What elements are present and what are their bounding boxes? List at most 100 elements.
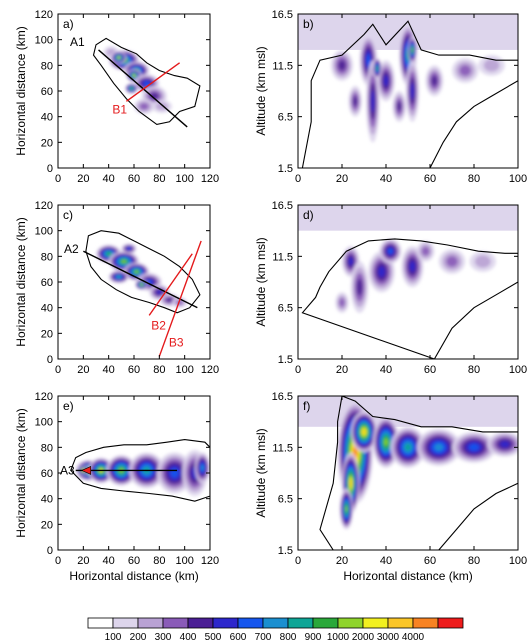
x-tick-label: 0 <box>295 173 301 185</box>
panel-e: 0 20 40 60 80 100 120020406080100120Horizontal… <box>14 391 219 583</box>
reflectivity-cell <box>376 66 378 71</box>
x-tick-label: 120 <box>201 173 219 185</box>
reflectivity-cell <box>353 96 358 107</box>
reflectivity-cell <box>200 464 204 471</box>
x-tick-label: 20 <box>336 173 348 185</box>
colorbar-label: 600 <box>230 632 247 641</box>
x-tick-label: 100 <box>509 173 527 185</box>
colorbar-label: 800 <box>280 632 297 641</box>
reflectivity-cell <box>127 247 131 250</box>
y-tick-label: 80 <box>41 60 53 72</box>
y-tick-label: 20 <box>41 137 53 149</box>
colorbar-segment <box>212 617 239 629</box>
plot-area <box>298 396 518 550</box>
y-axis-label: Altitude (km msl) <box>254 428 268 517</box>
reflectivity-cell <box>384 438 388 446</box>
y-tick-label: 16.5 <box>272 9 293 21</box>
reflectivity-cell <box>338 60 346 71</box>
plot-area <box>298 205 518 359</box>
x-tick-label: 80 <box>468 173 480 185</box>
reflectivity-cell <box>106 252 111 256</box>
reflectivity-cell <box>117 56 120 59</box>
y-tick-label: 120 <box>35 200 53 212</box>
colorbar-label: 500 <box>205 632 222 641</box>
y-tick-label: 100 <box>35 417 53 429</box>
plot-area <box>58 205 210 359</box>
x-tick-label: 60 <box>424 364 436 376</box>
colorbar-label: 200 <box>130 632 147 641</box>
reflectivity-field <box>75 449 210 497</box>
y-tick-label: 40 <box>41 494 53 506</box>
reflectivity-cell <box>170 468 179 478</box>
reflectivity-field <box>335 238 496 313</box>
colorbar-segment <box>312 617 339 629</box>
x-tick-label: 60 <box>128 555 140 567</box>
y-tick-label: 100 <box>35 35 53 47</box>
plot-area <box>58 14 210 168</box>
y-tick-label: 120 <box>35 391 53 403</box>
reflectivity-cell <box>434 443 444 452</box>
panel-label: f) <box>303 399 310 413</box>
x-tick-label: 0 <box>295 364 301 376</box>
x-axis-label: Horizontal distance (km) <box>343 569 472 583</box>
plot-background <box>58 205 210 359</box>
y-tick-label: 1.5 <box>278 163 293 175</box>
colorbar-label: 100 <box>105 632 122 641</box>
x-tick-label: 0 <box>55 364 61 376</box>
reflectivity-cell <box>130 87 133 90</box>
y-tick-label: 0 <box>47 354 53 366</box>
panel-label: e) <box>63 399 74 413</box>
plot-frame <box>297 13 519 169</box>
y-tick-label: 0 <box>47 545 53 557</box>
reflectivity-field <box>337 401 518 530</box>
colorbar: 100 200 300 400 500 600 700 800 900 1000 2000 3000 4… <box>87 617 464 641</box>
cross-section-label: A3 <box>60 463 75 477</box>
x-tick-label: 20 <box>77 173 89 185</box>
y-tick-label: 40 <box>41 303 53 315</box>
x-tick-label: 80 <box>153 173 165 185</box>
reflectivity-cell <box>345 506 348 512</box>
colorbar-segment <box>437 617 464 629</box>
panel-a: 0 20 40 60 80 100 120 0 20 40 60 80 100 120 Horizontal… <box>14 9 219 185</box>
panel-f: 0 20 40 60 80 100 1.5 6.5 11.5 16.5 Altitude (km m… <box>254 391 527 583</box>
y-tick-label: 120 <box>35 9 53 21</box>
y-tick-label: 1.5 <box>278 354 293 366</box>
y-tick-label: 60 <box>41 86 53 98</box>
reflectivity-cell <box>411 48 414 52</box>
reflectivity-cell <box>378 266 386 278</box>
cloud-outline <box>319 396 518 550</box>
cloud-outline <box>301 20 518 168</box>
x-tick-label: 60 <box>424 173 436 185</box>
x-tick-label: 40 <box>380 555 392 567</box>
cross-section-label: A2 <box>64 242 79 256</box>
cloud-outline <box>85 230 201 314</box>
panel-label: c) <box>63 208 73 222</box>
cross-section-line <box>158 240 202 357</box>
colorbar-segment <box>137 617 164 629</box>
y-tick-label: 11.5 <box>272 251 293 263</box>
y-tick-label: 100 <box>35 226 53 238</box>
reflectivity-cell <box>409 261 416 273</box>
reflectivity-cell <box>156 290 163 295</box>
reflectivity-cell <box>500 440 510 448</box>
colorbar-segment <box>387 617 414 629</box>
colorbar-label: 700 <box>255 632 272 641</box>
plot-frame <box>297 204 519 360</box>
reflectivity-cell <box>383 75 389 87</box>
panel-label: b) <box>303 17 314 31</box>
reflectivity-cell <box>349 479 352 487</box>
x-tick-label: 60 <box>424 555 436 567</box>
reflectivity-field <box>331 24 505 143</box>
cloud-outline <box>70 439 210 502</box>
x-tick-label: 120 <box>201 364 219 376</box>
x-tick-label: 60 <box>128 364 140 376</box>
y-tick-label: 0 <box>47 163 53 175</box>
x-tick-label: 40 <box>380 173 392 185</box>
panel-label: d) <box>303 208 314 222</box>
cross-section-label: B2 <box>151 318 166 332</box>
colorbar-segment <box>412 617 439 629</box>
reflectivity-cell <box>387 248 393 255</box>
y-tick-label: 6.5 <box>278 494 293 506</box>
cross-section-line <box>98 49 188 128</box>
